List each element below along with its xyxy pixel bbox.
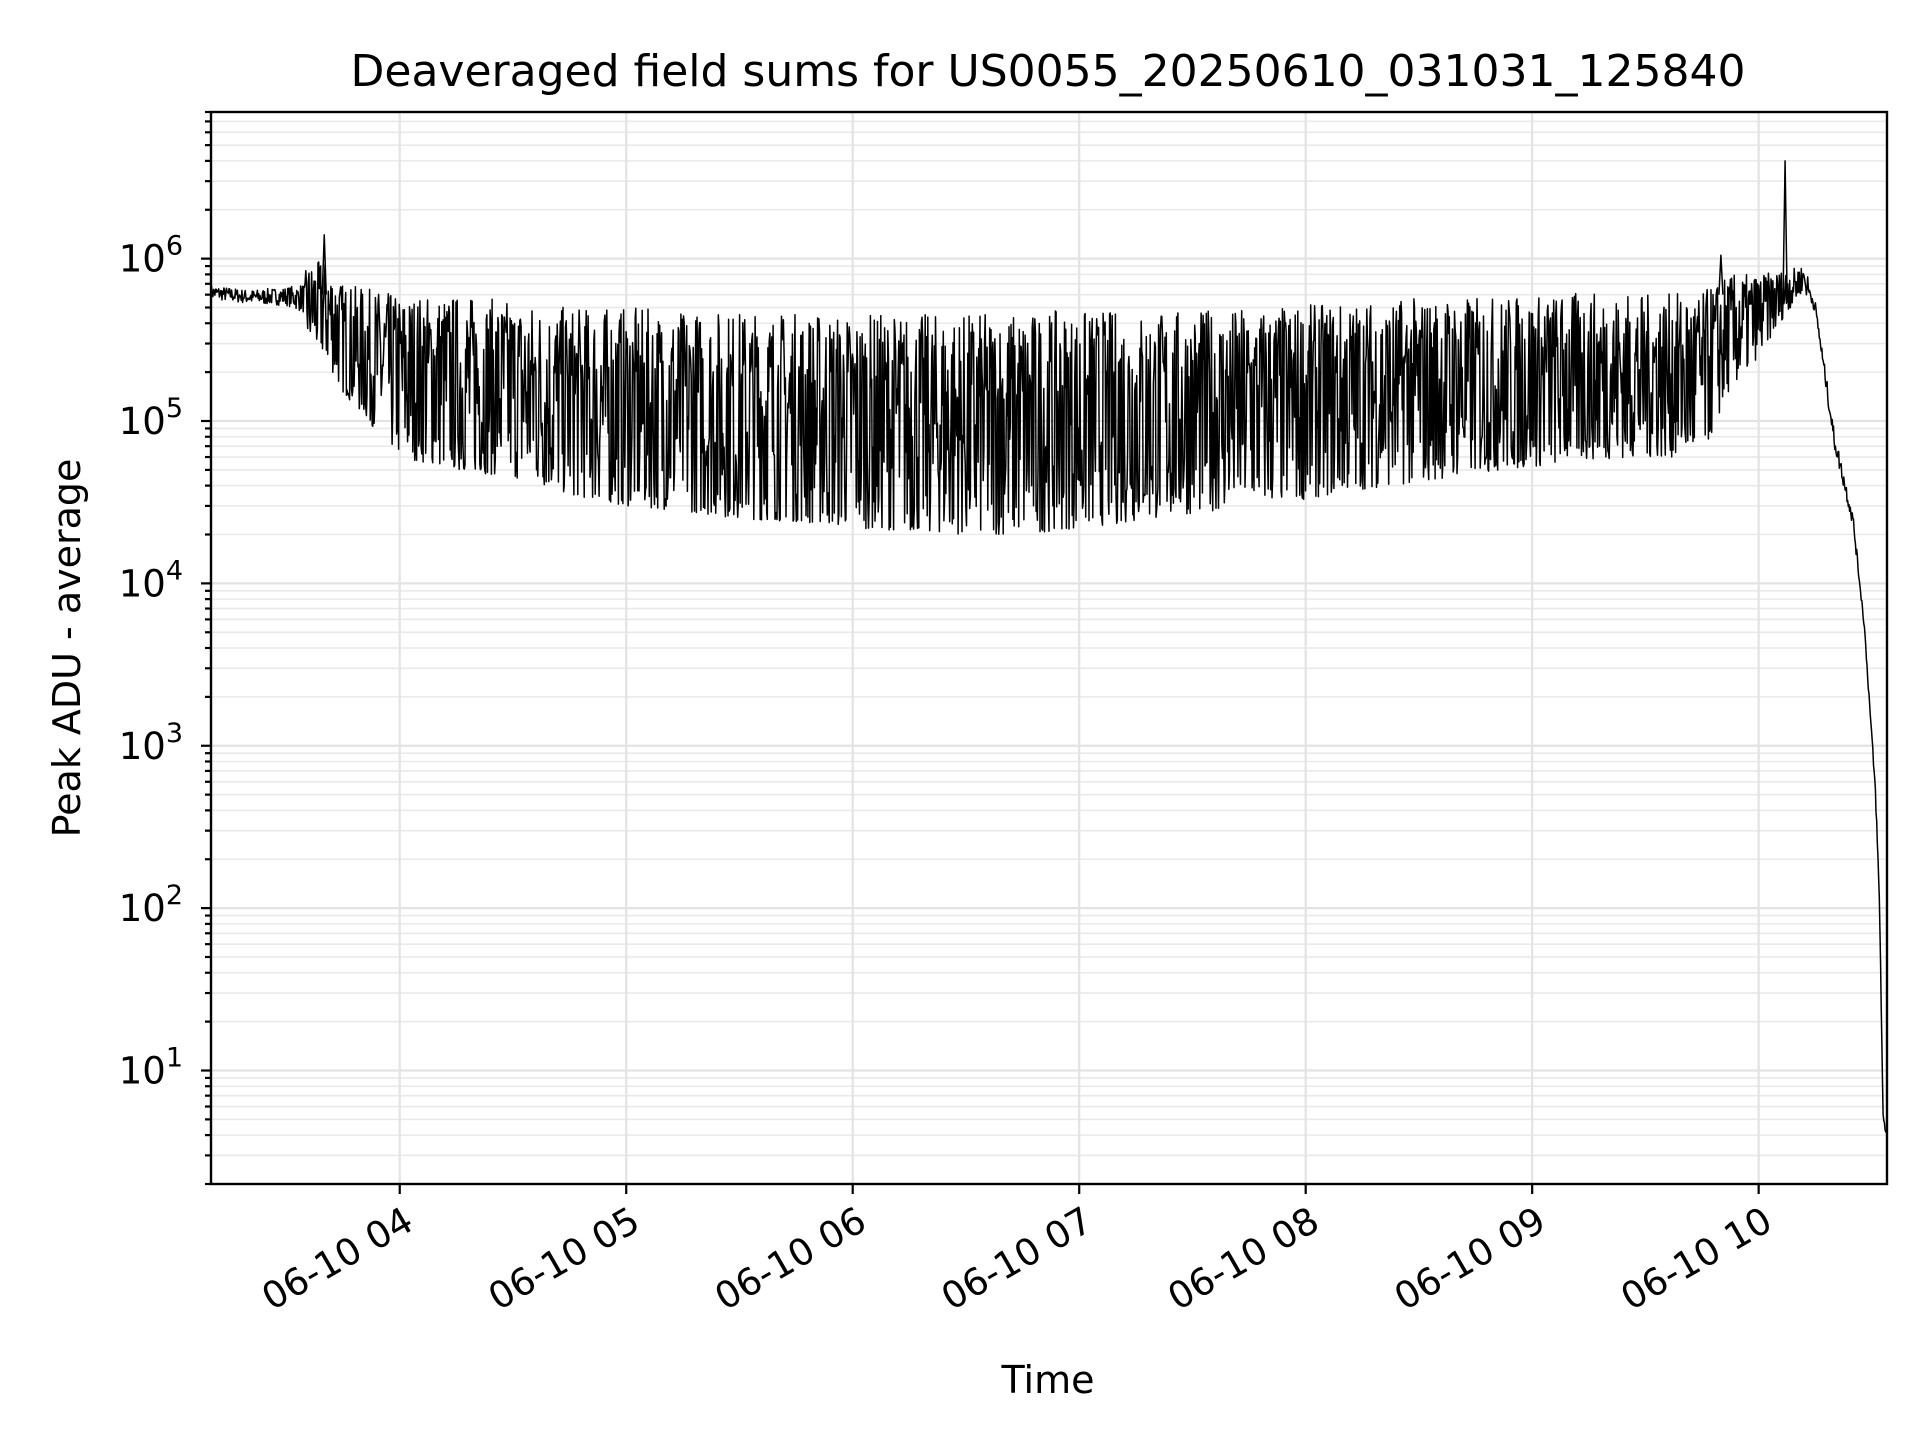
series-line xyxy=(210,261,1888,1136)
x-tick-label: 06-10 07 xyxy=(934,1199,1100,1319)
y-tick-base: 10 xyxy=(119,725,166,768)
x-tick-label: 06-10 04 xyxy=(255,1199,421,1319)
y-tick-label: 105 xyxy=(119,393,183,443)
x-tick-label: 06-10 09 xyxy=(1387,1199,1553,1319)
series-layer xyxy=(210,160,1888,1136)
y-tick-base: 10 xyxy=(119,1050,166,1093)
x-axis-label: Time xyxy=(1001,1358,1095,1402)
y-tick-exponent: 1 xyxy=(166,1043,183,1074)
y-tick-base: 10 xyxy=(119,400,166,443)
chart-title: Deaveraged field sums for US0055_2025061… xyxy=(351,46,1746,97)
y-tick-label: 106 xyxy=(119,231,183,281)
y-tick-label: 104 xyxy=(119,555,183,605)
y-tick-exponent: 2 xyxy=(166,880,183,911)
y-tick-exponent: 6 xyxy=(166,231,183,262)
y-tick-base: 10 xyxy=(119,887,166,930)
series-peak-spike xyxy=(1782,160,1788,295)
series-peak-spike xyxy=(321,234,327,295)
x-tick-label: 06-10 06 xyxy=(708,1199,874,1319)
x-tick-label: 06-10 10 xyxy=(1614,1199,1780,1319)
series-peak-spike xyxy=(1718,254,1724,295)
y-tick-exponent: 5 xyxy=(166,393,183,424)
y-tick-base: 10 xyxy=(119,238,166,281)
y-tick-base: 10 xyxy=(119,562,166,605)
y-tick-exponent: 3 xyxy=(166,718,183,749)
y-tick-label: 102 xyxy=(119,880,183,930)
ticks-layer: 06-10 04 06-10 05 06-10 06 06-10 07 06-10 08… xyxy=(119,110,1780,1319)
x-tick-label: 06-10 08 xyxy=(1161,1199,1327,1319)
y-tick-label: 101 xyxy=(119,1043,183,1093)
grid-layer xyxy=(211,111,1887,1185)
x-tick-label: 06-10 05 xyxy=(481,1199,647,1319)
y-tick-exponent: 4 xyxy=(166,555,183,586)
plot-frame xyxy=(209,110,1889,1186)
y-tick-label: 103 xyxy=(119,718,183,768)
y-axis-label: Peak ADU - average xyxy=(45,459,89,838)
